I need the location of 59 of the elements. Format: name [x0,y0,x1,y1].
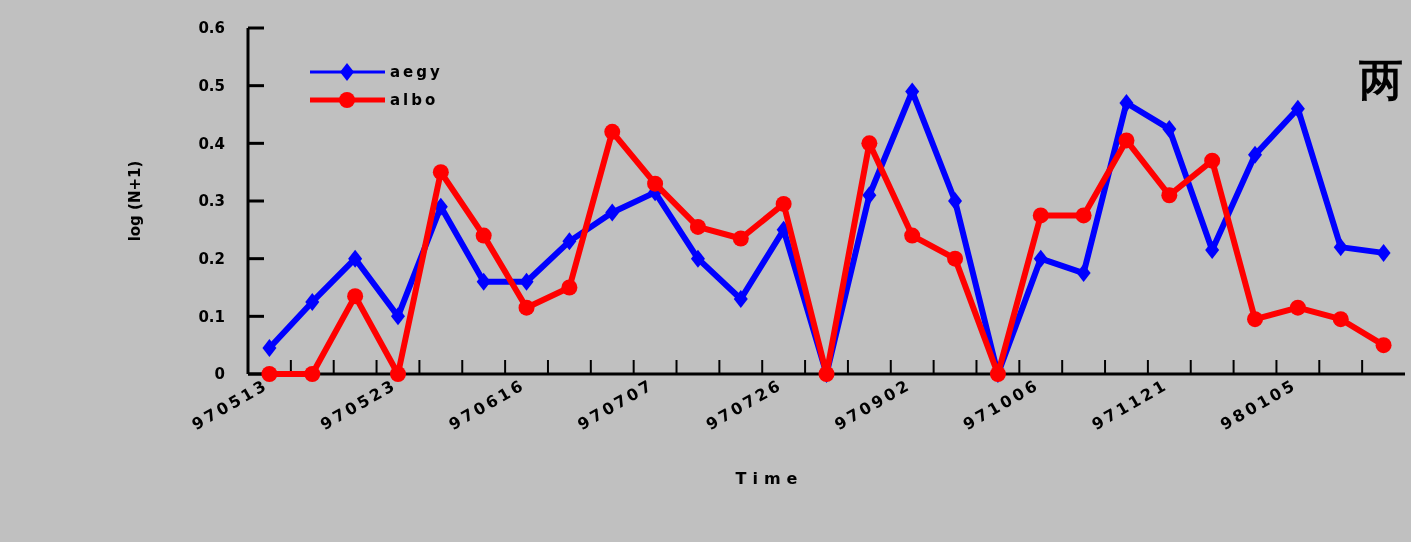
point [733,290,748,309]
point [348,249,363,268]
point [262,339,277,358]
point [775,195,792,212]
legend-label: aegy [390,63,443,82]
y-tick-label: 0.6 [198,19,225,38]
point [689,218,706,235]
point [475,227,492,244]
point [1289,299,1306,316]
point [862,186,877,205]
point [432,164,449,181]
point [948,192,963,210]
point [1247,311,1264,328]
point [1204,152,1221,169]
point [562,232,577,251]
point [947,250,964,267]
point [1290,99,1305,118]
point [1375,337,1392,354]
point [1248,145,1263,164]
point [1332,311,1349,328]
point [561,279,578,296]
point [476,272,491,291]
text: 两 [1358,54,1403,105]
point [1075,207,1092,224]
point [905,82,920,101]
y-tick-label: 0.2 [198,249,225,268]
point [1162,119,1177,138]
y-tick-label: 0 [214,365,225,384]
point [261,366,278,382]
point [604,123,621,140]
point [690,249,705,268]
legend-label: albo [390,91,439,110]
point [1118,132,1135,149]
point [1333,238,1348,257]
y-tick-label: 0.3 [198,192,225,211]
point [304,366,321,382]
point [605,203,620,222]
point [904,227,921,244]
point [647,175,664,192]
point [1033,249,1048,268]
y-axis-title: log (N+1) [126,160,144,242]
y-tick-label: 0.4 [198,134,225,153]
point [1205,241,1220,260]
point [1032,207,1049,224]
point [732,230,749,247]
point [1376,243,1391,262]
point [518,299,535,316]
point [1119,93,1134,112]
point [305,292,320,311]
y-tick-label: 0.5 [198,76,225,95]
point [347,288,364,305]
point [519,272,534,291]
point [389,366,406,382]
point [861,135,878,152]
point [390,307,405,326]
point [1161,187,1178,204]
point [1076,264,1091,283]
y-tick-label: 0.1 [198,307,225,326]
x-axis-title: Time [735,469,804,488]
